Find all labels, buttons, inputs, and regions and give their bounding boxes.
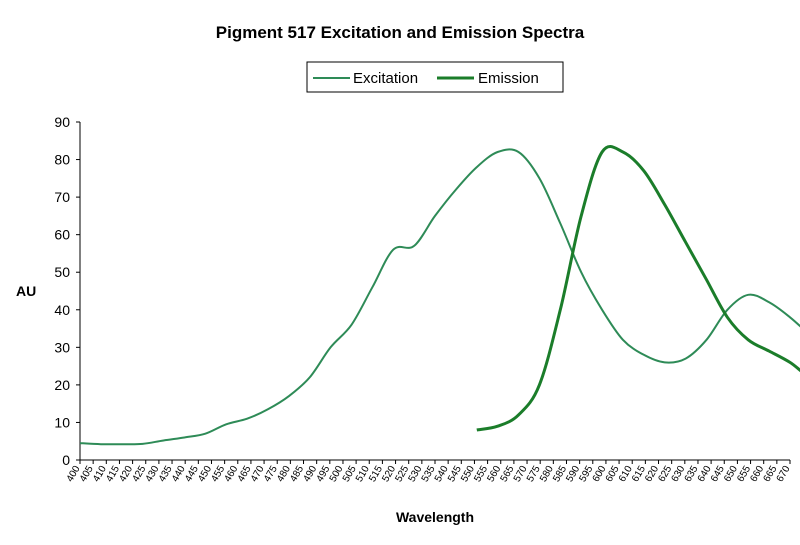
y-tick-label: 80 — [54, 152, 70, 168]
y-tick-label: 40 — [54, 302, 70, 318]
y-tick-label: 10 — [54, 414, 70, 430]
series-line-excitation — [79, 148, 800, 446]
y-tick-label: 30 — [54, 339, 70, 355]
x-tick-label: 670 — [775, 464, 793, 484]
y-tick-label: 50 — [54, 264, 70, 280]
series-line-emission — [476, 145, 800, 432]
y-tick-label: 20 — [54, 377, 70, 393]
x-tick-group: 4004054104154204254304354404454504554604… — [65, 460, 793, 484]
legend-label-excitation: Excitation — [353, 70, 418, 87]
y-axis-label: AU — [16, 283, 36, 299]
series-group — [79, 145, 800, 446]
legend: Excitation Emission — [306, 61, 564, 93]
y-tick-label: 90 — [54, 114, 70, 130]
y-tick-group: 0 10 20 30 40 50 60 70 80 90 — [54, 114, 80, 468]
chart-title: Pigment 517 Excitation and Emission Spec… — [216, 23, 585, 42]
y-tick-label: 70 — [54, 189, 70, 205]
y-tick-label: 60 — [54, 227, 70, 243]
y-tick-label: 0 — [62, 452, 70, 468]
legend-label-emission: Emission — [478, 70, 539, 87]
x-axis-label: Wavelength — [396, 509, 474, 525]
